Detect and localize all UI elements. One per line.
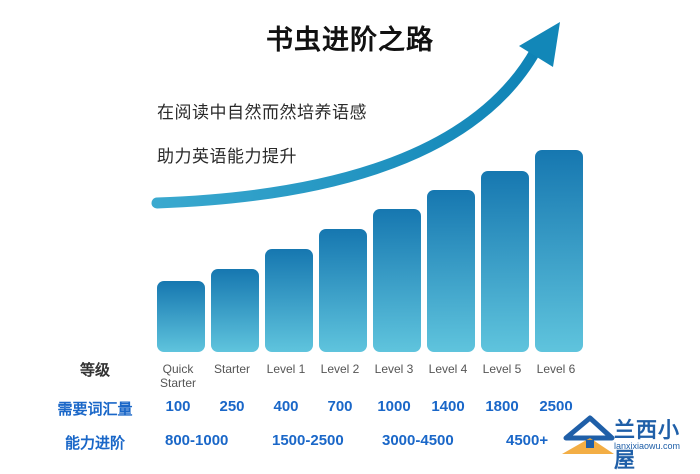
bar-quick-starter xyxy=(157,281,205,352)
vocab-value: 1800 xyxy=(485,398,519,415)
row-header-level: 等级 xyxy=(79,361,110,379)
level-label-level-1: Level 1 xyxy=(266,362,306,376)
vocab-value: 100 xyxy=(165,398,191,415)
watermark-text: 兰西小屋 xyxy=(614,418,680,472)
growth-arrow-head xyxy=(519,22,560,67)
level-label-level-2: Level 2 xyxy=(320,362,360,376)
vocab-value: 700 xyxy=(327,398,353,415)
ability-value: 1500-2500 xyxy=(272,432,344,449)
row-header-vocab: 需要词汇量 xyxy=(57,400,133,418)
page-title: 书虫进阶之路 xyxy=(266,25,434,56)
growth-arrow-body xyxy=(151,44,542,209)
subtitle-line-1: 在阅读中自然而然培养语感 xyxy=(157,103,367,123)
house-logo-icon xyxy=(562,415,615,454)
bar-level-6 xyxy=(535,150,583,352)
bar-level-3 xyxy=(373,209,421,352)
level-label-level-5: Level 5 xyxy=(482,362,522,376)
watermark-domain: lanxixiaowu.com xyxy=(614,441,681,451)
level-label-level-3: Level 3 xyxy=(374,362,414,376)
ability-value: 4500+ xyxy=(506,432,549,449)
level-label-level-4: Level 4 xyxy=(428,362,468,376)
bar-level-5 xyxy=(481,171,529,352)
level-label-quick-starter: Quick Starter xyxy=(159,362,196,390)
bar-level-4 xyxy=(427,190,475,352)
ability-value: 800-1000 xyxy=(165,432,229,449)
ability-value: 3000-4500 xyxy=(382,432,454,449)
vocab-value: 1400 xyxy=(431,398,465,415)
growth-graphic xyxy=(151,22,583,352)
vocab-value: 400 xyxy=(273,398,299,415)
bar-starter xyxy=(211,269,259,352)
watermark: 兰西小屋 lanxixiaowu.com xyxy=(560,410,700,472)
subtitle-line-2: 助力英语能力提升 xyxy=(157,147,297,167)
row-header-ability: 能力进阶 xyxy=(64,434,125,452)
vocab-value: 250 xyxy=(219,398,245,415)
bar-level-1 xyxy=(265,249,313,352)
level-label-starter: Starter xyxy=(213,362,250,376)
bar-level-2 xyxy=(319,229,367,352)
vocab-value: 1000 xyxy=(377,398,411,415)
level-label-level-6: Level 6 xyxy=(536,362,576,376)
